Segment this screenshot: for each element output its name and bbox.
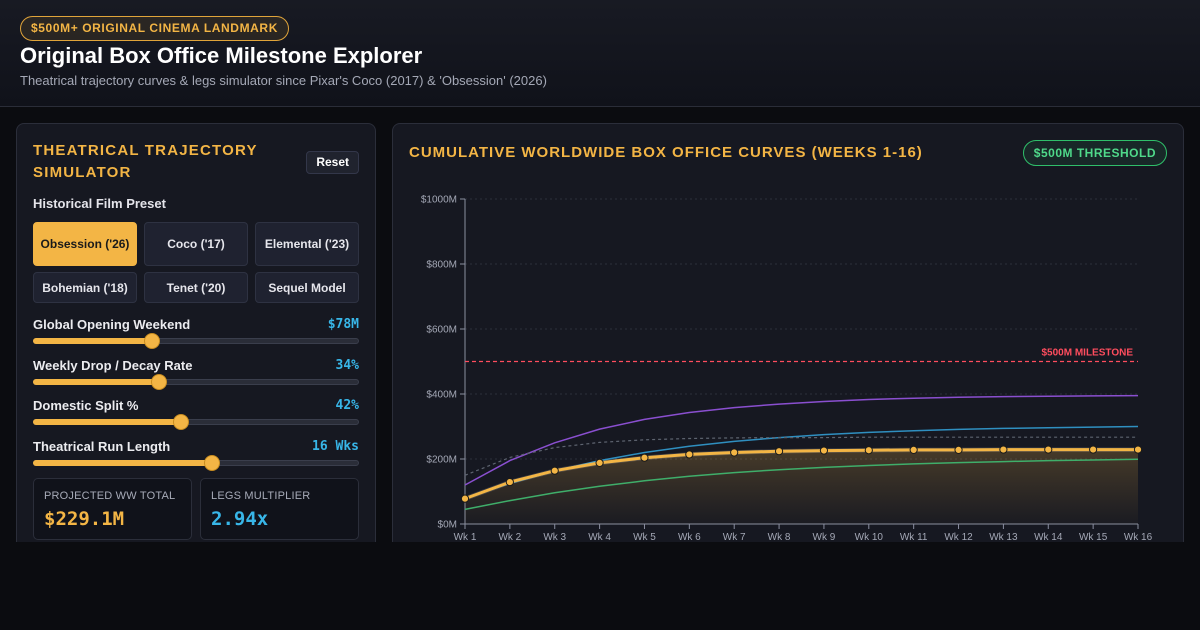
x-tick-label: Wk 1 [454,532,477,543]
preset-button-obsession[interactable]: Obsession ('26) [33,222,137,266]
x-tick-label: Wk 5 [633,532,656,543]
x-tick-label: Wk 9 [813,532,836,543]
slider-value: 42% [335,398,359,413]
stat-value: 2.94x [211,508,269,530]
x-tick-label: Wk 12 [944,532,973,543]
x-tick-label: Wk 3 [543,532,566,543]
slider-opening-weekend: Global Opening Weekend $78M [33,317,359,351]
x-tick-label: Wk 2 [498,532,521,543]
x-tick-label: Wk 16 [1124,532,1153,543]
series-line-4 [464,458,1139,511]
slider-decay-rate: Weekly Drop / Decay Rate 34% [33,358,359,392]
data-point [460,494,470,503]
data-point [550,466,559,475]
slider-value: $78M [327,317,359,332]
preset-button-sequel-model[interactable]: Sequel Model [255,272,359,303]
box-office-chart: $0M $200M $400M $600M $800M $1000M Wk 1 Wk 2 Wk … [421,195,1153,544]
simulator-title: THEATRICAL TRAJECTORY SIMULATOR [33,142,258,181]
slider-track[interactable] [33,414,359,430]
data-point [774,447,784,456]
x-tick-label: Wk 8 [768,532,791,543]
y-tick-label: $400M [426,390,457,401]
slider-domestic-split: Domestic Split % 42% [33,398,359,432]
x-tick-label: Wk 14 [1034,532,1063,543]
data-point [1044,445,1053,454]
data-point [999,445,1008,454]
milestone-label: $500M MILESTONE [1041,348,1133,359]
y-tick-label: $600M [426,325,457,336]
data-point [1133,445,1143,454]
preset-button-tenet[interactable]: Tenet ('20) [144,272,248,303]
slider-label: Weekly Drop / Decay Rate [33,358,193,373]
data-point [1089,445,1098,454]
slider-fill [33,338,152,344]
data-point [685,450,694,459]
simulator-panel: THEATRICAL TRAJECTORY SIMULATOR Reset Hi… [16,123,376,553]
slider-track[interactable] [33,374,359,390]
y-tick-label: $0M [438,520,457,531]
stat-label: LEGS MULTIPLIER [211,490,311,502]
slider-thumb[interactable] [204,455,221,471]
slider-label: Global Opening Weekend [33,317,191,332]
x-tick-label: Wk 10 [855,532,884,543]
slider-value: 34% [335,358,359,373]
preset-label: Historical Film Preset [33,196,166,211]
slider-track[interactable] [33,333,359,349]
chart-title: CUMULATIVE WORLDWIDE BOX OFFICE CURVES (… [409,144,923,161]
y-tick-label: $200M [426,455,457,466]
slider-run-length: Theatrical Run Length 16 Wks [33,439,359,473]
data-point [640,453,649,462]
x-tick-label: Wk 7 [723,532,746,543]
stat-label: PROJECTED WW TOTAL [44,490,176,502]
page-header: $500M+ ORIGINAL CINEMA LANDMARK Original… [0,0,1200,107]
page-subtitle: Theatrical trajectory curves & legs simu… [20,73,547,88]
slider-fill [33,419,181,425]
threshold-badge: $500M THRESHOLD [1022,140,1167,166]
page-title: Original Box Office Milestone Explorer [20,43,423,68]
x-tick-label: Wk 4 [588,532,611,543]
data-point [505,477,514,487]
stat-card-ww-total: PROJECTED WW TOTAL $229.1M [33,478,192,540]
x-tick-label: Wk 6 [678,532,701,543]
slider-label: Theatrical Run Length [33,439,171,454]
data-point [819,446,829,455]
preset-button-elemental[interactable]: Elemental ('23) [255,222,359,266]
series-line-1 [464,394,1139,486]
stat-card-legs-multiplier: LEGS MULTIPLIER 2.94x [200,478,359,540]
page-footer-background [0,542,1200,630]
y-tick-label: $800M [426,260,457,271]
slider-thumb[interactable] [150,374,167,390]
data-point [864,446,873,455]
x-tick-label: Wk 11 [900,532,928,543]
data-point [909,445,918,454]
slider-thumb[interactable] [144,333,161,349]
y-tick-label: $1000M [421,195,457,206]
data-point [954,445,963,454]
preset-button-bohemian[interactable]: Bohemian ('18) [33,272,137,303]
series-line-3 [464,436,1138,476]
slider-value: 16 Wks [312,439,359,454]
preset-button-coco[interactable]: Coco ('17) [144,222,248,266]
x-tick-label: Wk 15 [1079,532,1108,543]
data-point [595,458,604,467]
highlight-area [465,449,1138,524]
reset-button[interactable]: Reset [306,151,359,174]
landmark-badge: $500M+ ORIGINAL CINEMA LANDMARK [20,16,289,41]
slider-fill [33,379,158,385]
slider-label: Domestic Split % [33,398,139,413]
stat-value: $229.1M [44,508,125,530]
chart-panel: $0M $200M $400M $600M $800M $1000M Wk 1 Wk 2 Wk … [392,123,1184,553]
slider-thumb[interactable] [173,414,190,430]
slider-fill [33,460,212,466]
highlight-line [464,448,1138,501]
x-tick-label: Wk 13 [989,532,1018,543]
slider-track[interactable] [33,455,359,471]
data-point [730,448,739,457]
